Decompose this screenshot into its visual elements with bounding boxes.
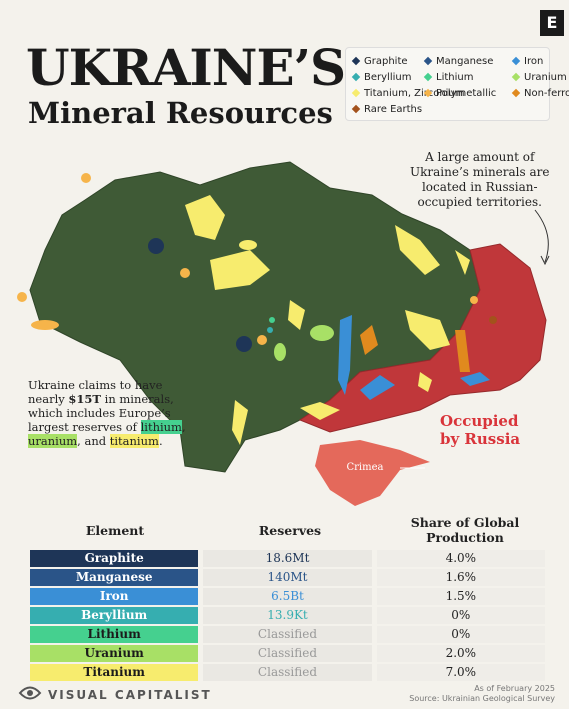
legend-marker — [351, 72, 361, 82]
legend-marker — [511, 56, 521, 66]
subtitle: Mineral Resources — [28, 96, 333, 130]
legend-item: Polymetallic — [422, 85, 510, 101]
date: As of February 2025 — [474, 684, 555, 693]
table-row: Manganese 140Mt 1.6% — [30, 569, 545, 586]
legend-marker — [423, 56, 433, 66]
text: . — [158, 434, 163, 448]
legend-marker — [511, 88, 521, 98]
text: , — [181, 420, 186, 434]
legend-label: Manganese — [436, 55, 494, 67]
reserves-cell: 140Mt — [203, 569, 372, 586]
brand-icon — [18, 686, 42, 700]
legend: Graphite Manganese Iron Beryllium Lithium Ura… — [345, 47, 569, 121]
reserves-cell: 6.5Bt — [203, 588, 372, 605]
logo: E — [540, 10, 564, 36]
table-row: Lithium Classified 0% — [30, 626, 545, 643]
legend-marker — [351, 56, 361, 66]
occupied-line: Occupied — [440, 412, 519, 430]
note-line: located in Russian- — [421, 180, 538, 194]
legend-item: Graphite — [350, 53, 422, 69]
legend-label: Graphite — [364, 55, 408, 67]
element-cell: Beryllium — [30, 607, 199, 624]
legend-marker — [423, 88, 433, 98]
legend-label: Polymetallic — [436, 87, 497, 99]
table-row: Titanium Classified 7.0% — [30, 664, 545, 681]
legend-label: Titanium, Zirconium — [364, 87, 465, 99]
table-row: Iron 6.5Bt 1.5% — [30, 588, 545, 605]
legend-item: Rare Earths — [350, 101, 422, 117]
map: Crimea — [17, 161, 550, 506]
legend-label: Rare Earths — [364, 103, 423, 115]
share-cell: 0% — [376, 607, 545, 624]
text: , and — [77, 434, 110, 448]
table-header: Element Reserves Share of Global Product… — [30, 512, 545, 548]
annotation-arrow — [534, 209, 549, 263]
share-cell: 1.6% — [376, 569, 545, 586]
table-row: Uranium Classified 2.0% — [30, 645, 545, 662]
title: UKRAINE’S — [26, 38, 346, 97]
legend-label: Beryllium — [364, 71, 412, 83]
annotation-arrowhead — [540, 255, 550, 266]
legend-item: Uranium — [510, 69, 567, 85]
crimea-label: Crimea — [347, 462, 384, 473]
legend-item: Manganese — [422, 53, 510, 69]
highlight: titanium — [109, 434, 159, 448]
note-line: occupied territories. — [417, 195, 542, 209]
text: Ukraine claims to have nearly — [28, 378, 163, 406]
legend-marker — [351, 104, 361, 114]
reserves-cell: 18.6Mt — [203, 550, 372, 567]
element-cell: Iron — [30, 588, 199, 605]
share-cell: 7.0% — [376, 664, 545, 681]
legend-marker — [351, 88, 361, 98]
reserves-cell: Classified — [203, 664, 372, 681]
legend-item: Non-ferrous metal — [510, 85, 569, 101]
occupied-note: A large amount of Ukraine’s minerals are l… — [410, 150, 549, 210]
legend-marker — [423, 72, 433, 82]
reserves-cell: 13.9Kt — [203, 607, 372, 624]
legend-label: Non-ferrous metal — [524, 87, 569, 99]
table: Element Reserves Share of Global Product… — [30, 512, 545, 681]
share-cell: 2.0% — [376, 645, 545, 662]
share-cell: 0% — [376, 626, 545, 643]
highlight: lithium — [140, 420, 182, 434]
footer-notes: As of February 2025 Source: Ukrainian Ge… — [409, 684, 555, 704]
table-row: Beryllium 13.9Kt 0% — [30, 607, 545, 624]
element-cell: Lithium — [30, 626, 199, 643]
legend-label: Lithium — [436, 71, 474, 83]
header-cell: Share of Global Production — [410, 515, 520, 545]
legend-item: Iron — [510, 53, 560, 69]
crimea — [315, 440, 430, 506]
claim-text: Ukraine claims to have nearly $15T in mi… — [28, 378, 193, 448]
occupied-label: Occupied by Russia — [440, 412, 520, 448]
element-cell: Titanium — [30, 664, 199, 681]
header-cell: Reserves — [258, 522, 322, 538]
header-cell: Element — [85, 522, 145, 538]
legend-label: Uranium — [524, 71, 567, 83]
text: $15T — [68, 392, 101, 406]
legend-item: Titanium, Zirconium — [350, 85, 465, 101]
table-row: Graphite 18.6Mt 4.0% — [30, 550, 545, 567]
text: in minerals, which includes Europe’s lar… — [28, 392, 174, 434]
highlight: uranium — [28, 434, 78, 448]
reserves-cell: Classified — [203, 645, 372, 662]
legend-item: Lithium — [422, 69, 510, 85]
element-cell: Manganese — [30, 569, 199, 586]
share-cell: 4.0% — [376, 550, 545, 567]
occupied-territory — [298, 243, 547, 433]
brand: VISUAL CAPITALIST — [48, 688, 212, 702]
element-cell: Graphite — [30, 550, 199, 567]
note-line: A large amount of — [425, 150, 535, 164]
legend-item: Beryllium — [350, 69, 422, 85]
source: Source: Ukrainian Geological Survey — [409, 694, 555, 703]
share-cell: 1.5% — [376, 588, 545, 605]
element-cell: Uranium — [30, 645, 199, 662]
deposits — [17, 173, 497, 445]
legend-marker — [511, 72, 521, 82]
legend-label: Iron — [524, 55, 544, 67]
occupied-line: by Russia — [440, 430, 521, 448]
note-line: Ukraine’s minerals are — [410, 165, 550, 179]
reserves-cell: Classified — [203, 626, 372, 643]
